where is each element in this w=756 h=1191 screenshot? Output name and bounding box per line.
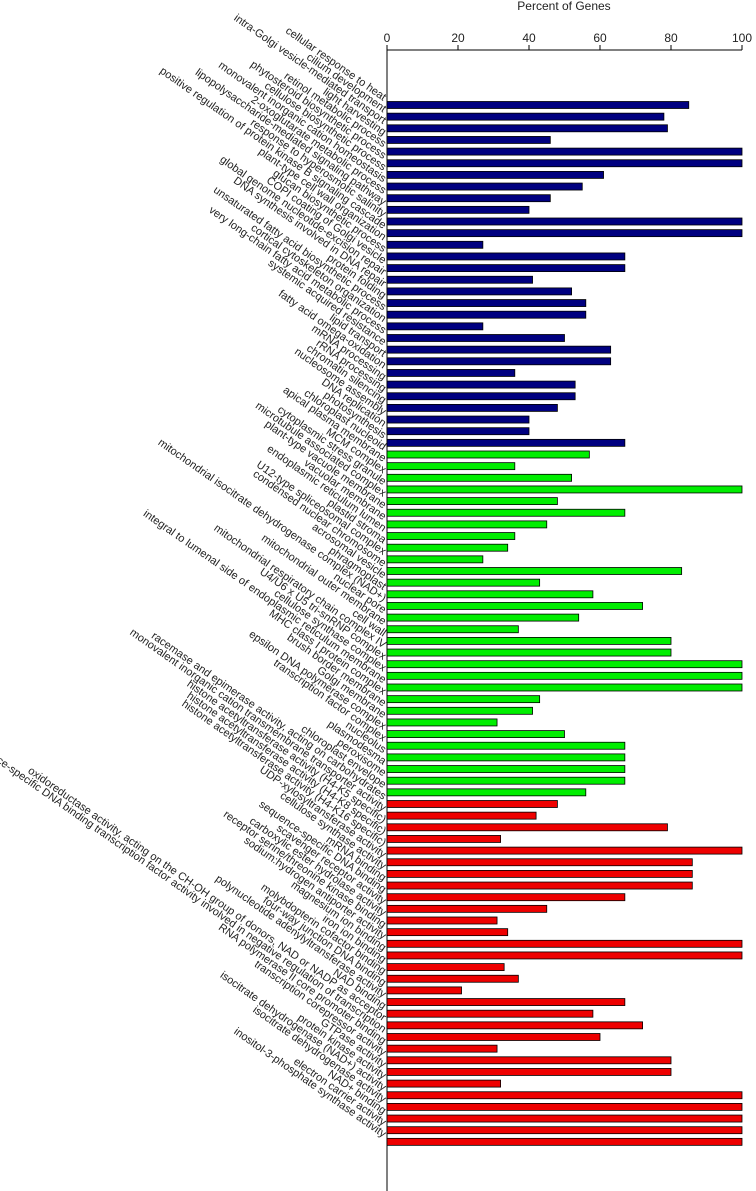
bar bbox=[386, 765, 626, 773]
bar bbox=[386, 520, 548, 529]
bar bbox=[386, 1103, 743, 1111]
bar bbox=[386, 823, 668, 832]
x-tick-label: 100 bbox=[732, 31, 752, 45]
bar bbox=[386, 963, 505, 971]
bar bbox=[386, 1079, 501, 1088]
bar bbox=[386, 660, 743, 669]
bar bbox=[386, 217, 743, 226]
bar bbox=[386, 881, 693, 890]
bar bbox=[386, 205, 530, 214]
bar bbox=[386, 974, 519, 983]
bar bbox=[386, 811, 537, 820]
bar bbox=[386, 578, 541, 587]
bar bbox=[386, 939, 743, 948]
bar bbox=[386, 485, 743, 494]
bar bbox=[386, 706, 533, 715]
bar bbox=[386, 835, 501, 843]
x-tick-label: 40 bbox=[522, 31, 536, 45]
bar bbox=[386, 1033, 601, 1041]
bar bbox=[386, 532, 516, 540]
bar bbox=[386, 264, 626, 273]
bar bbox=[386, 508, 626, 517]
bar bbox=[386, 858, 693, 867]
bar bbox=[386, 170, 604, 179]
bar bbox=[386, 1044, 498, 1053]
bar bbox=[386, 159, 743, 168]
bar bbox=[386, 322, 484, 331]
bar bbox=[386, 741, 626, 750]
bar bbox=[386, 602, 644, 610]
bar bbox=[386, 380, 576, 389]
bar bbox=[386, 229, 743, 238]
bar bbox=[386, 986, 462, 995]
bar bbox=[386, 427, 530, 436]
bar bbox=[386, 1126, 743, 1135]
bar bbox=[386, 718, 498, 727]
bar bbox=[386, 671, 743, 680]
bar bbox=[386, 776, 626, 785]
bar bbox=[386, 567, 683, 575]
bar bbox=[386, 998, 626, 1006]
bar bbox=[386, 904, 548, 913]
bar bbox=[386, 438, 626, 447]
bar bbox=[386, 1114, 743, 1123]
bar bbox=[386, 182, 583, 191]
bar bbox=[386, 928, 509, 937]
bar bbox=[386, 683, 743, 692]
bar bbox=[386, 916, 498, 925]
bar bbox=[386, 695, 541, 704]
x-tick-label: 0 bbox=[384, 31, 391, 45]
bar bbox=[386, 124, 668, 133]
bar bbox=[386, 951, 743, 960]
bar bbox=[386, 648, 672, 657]
bar bbox=[386, 357, 612, 366]
bar bbox=[386, 543, 509, 552]
bar bbox=[386, 730, 565, 738]
bar bbox=[386, 462, 516, 471]
x-tick-label: 20 bbox=[451, 31, 465, 45]
bar bbox=[386, 415, 530, 424]
axis-title: Percent of Genes bbox=[517, 0, 610, 13]
bar bbox=[386, 590, 594, 599]
bar bbox=[386, 613, 580, 622]
bar bbox=[386, 870, 693, 878]
x-tick-label: 80 bbox=[664, 31, 678, 45]
bar bbox=[386, 369, 516, 377]
bar bbox=[386, 194, 551, 203]
bar bbox=[386, 753, 626, 762]
bar bbox=[386, 136, 551, 144]
bar bbox=[386, 287, 573, 296]
bar bbox=[386, 147, 743, 156]
bar bbox=[386, 403, 558, 412]
bar bbox=[386, 1021, 644, 1030]
bar bbox=[386, 1091, 743, 1100]
bar bbox=[386, 637, 672, 645]
bar bbox=[386, 1068, 672, 1076]
bar bbox=[386, 101, 690, 109]
bar bbox=[386, 240, 484, 249]
bar bbox=[386, 788, 587, 797]
bar bbox=[386, 625, 519, 634]
bar bbox=[386, 846, 743, 855]
bar bbox=[386, 345, 612, 354]
bar bbox=[386, 299, 587, 307]
bar bbox=[386, 310, 587, 319]
bar bbox=[386, 497, 558, 506]
bar bbox=[386, 252, 626, 261]
bar bbox=[386, 1056, 672, 1065]
bar bbox=[386, 800, 558, 808]
bar bbox=[386, 555, 484, 564]
bar bbox=[386, 334, 565, 342]
bar bbox=[386, 450, 590, 459]
bar bbox=[386, 1137, 743, 1146]
bar bbox=[386, 112, 665, 121]
x-tick-label: 60 bbox=[593, 31, 607, 45]
bar bbox=[386, 893, 626, 902]
bar bbox=[386, 392, 576, 401]
bar bbox=[386, 473, 573, 482]
bar bbox=[386, 1009, 594, 1018]
bar bbox=[386, 275, 533, 284]
